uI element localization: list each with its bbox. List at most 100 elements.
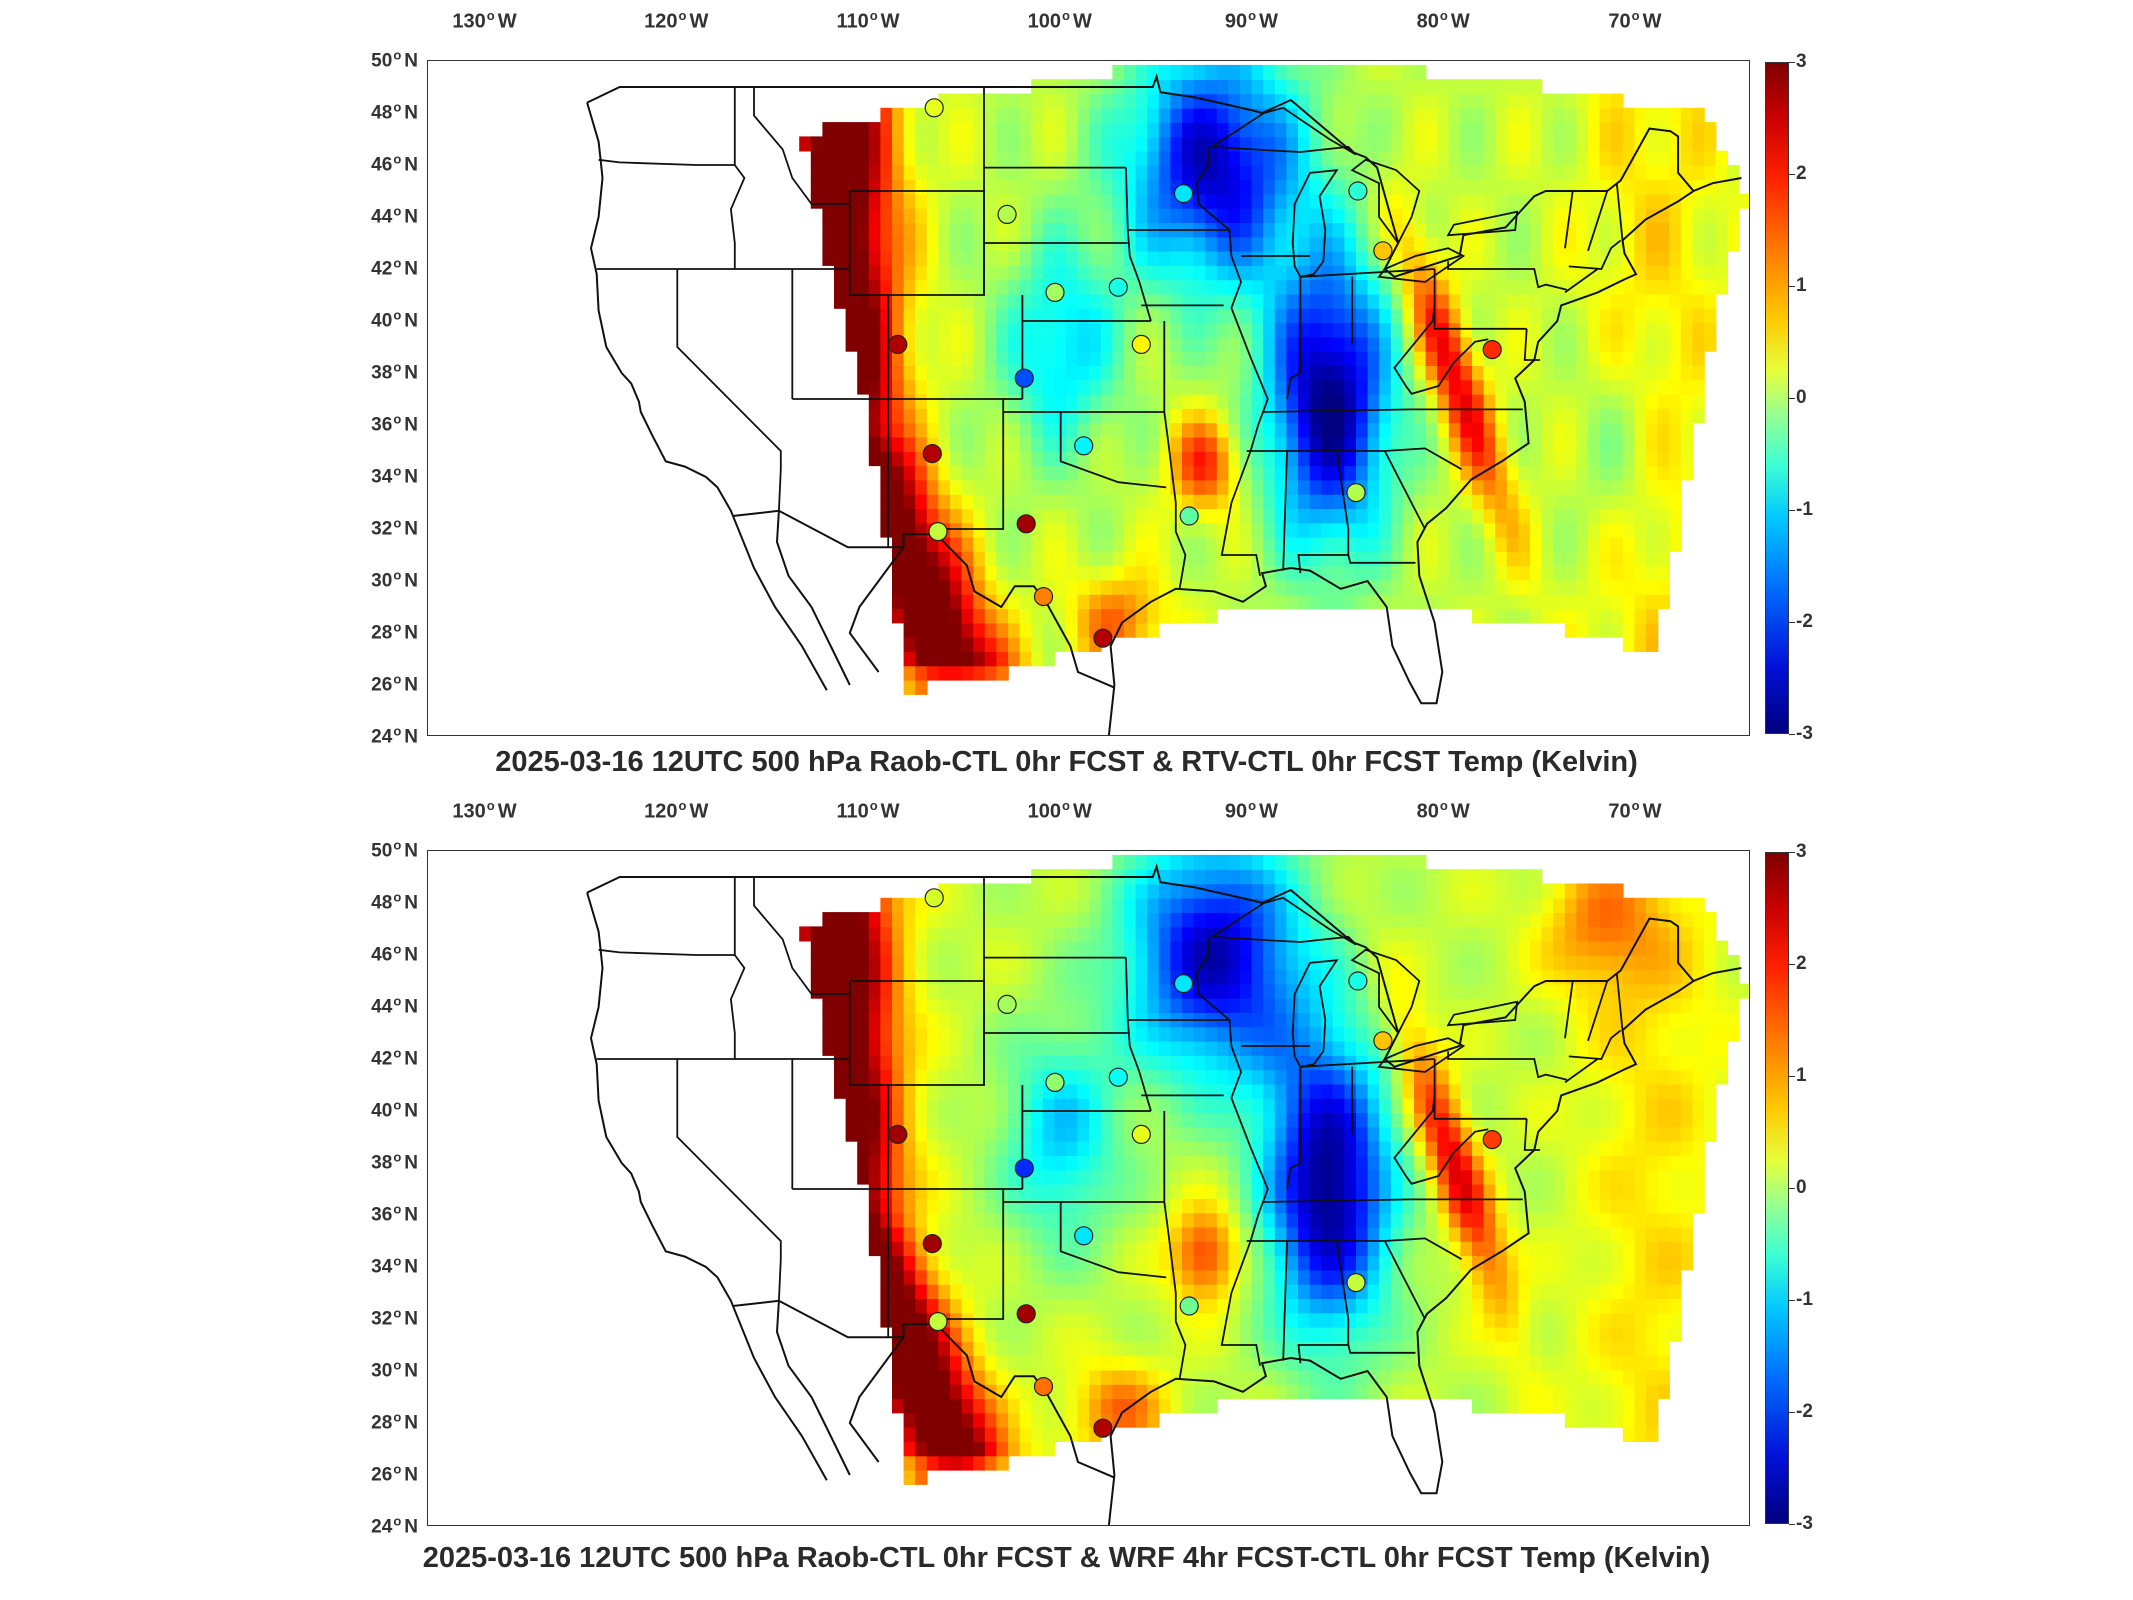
latitude-label: 30o N (330, 567, 418, 592)
lon-deg: 100 (1027, 800, 1061, 823)
station-marker (1179, 506, 1199, 526)
lon-deg: 130 (452, 10, 486, 33)
degree-symbol: o (393, 837, 402, 853)
map-area-wrf (427, 850, 1750, 1526)
lat-deg: 36 (371, 1204, 393, 1226)
degree-symbol: o (393, 47, 402, 63)
temperature-difference-map (586, 854, 1749, 1525)
station-marker (1074, 436, 1094, 456)
lon-deg: 80 (1416, 10, 1439, 33)
longitude-label: 90o W (1225, 798, 1278, 824)
colorbar-tick-label: -2 (1796, 611, 1813, 632)
latitude-label: 32o N (330, 1305, 418, 1330)
lat-deg: 26 (371, 674, 393, 696)
degree-symbol: o (393, 1305, 402, 1321)
lon-hemi: W (1072, 800, 1092, 823)
latitude-label: 48o N (330, 99, 418, 124)
degree-symbol: o (393, 1097, 402, 1113)
map-area-rtv (427, 60, 1750, 736)
lat-hemi: N (404, 102, 418, 124)
station-marker (888, 334, 908, 354)
lon-deg: 70 (1608, 800, 1631, 823)
lat-hemi: N (404, 310, 418, 332)
lat-hemi: N (404, 840, 418, 862)
colorbar-tick-mark (1789, 286, 1795, 287)
colorbar-tick-mark (1789, 510, 1795, 511)
lat-hemi: N (404, 570, 418, 592)
raob-stations (888, 888, 1502, 1438)
lat-deg: 38 (371, 362, 393, 384)
latitude-label: 30o N (330, 1357, 418, 1382)
degree-symbol: o (1248, 798, 1257, 813)
lat-hemi: N (404, 466, 418, 488)
lat-deg: 44 (371, 996, 393, 1018)
colorbar-tick-mark (1789, 1188, 1795, 1189)
longitude-label: 80o W (1417, 798, 1470, 824)
lat-hemi: N (404, 154, 418, 176)
station-marker (1016, 514, 1036, 534)
station-marker (1348, 971, 1368, 991)
latitude-label: 38o N (330, 1149, 418, 1174)
lat-deg: 26 (371, 1464, 393, 1486)
latitude-label: 42o N (330, 1045, 418, 1070)
colorbar-tick-label: 2 (1796, 163, 1807, 184)
colorbar-tick-mark (1789, 398, 1795, 399)
latitude-label: 48o N (330, 889, 418, 914)
lat-deg: 24 (371, 726, 393, 748)
latitude-label: 38o N (330, 359, 418, 384)
lat-hemi: N (404, 892, 418, 914)
lon-hemi: W (880, 800, 900, 823)
colorbar-tick-label: 0 (1796, 387, 1807, 408)
degree-symbol: o (393, 255, 402, 271)
degree-symbol: o (1439, 798, 1448, 813)
lat-deg: 28 (371, 622, 393, 644)
latitude-label: 44o N (330, 203, 418, 228)
colorbar-tick-label: 2 (1796, 953, 1807, 974)
degree-symbol: o (393, 151, 402, 167)
lon-hemi: W (1642, 10, 1662, 33)
degree-symbol: o (393, 359, 402, 375)
colorbar-tick-mark (1789, 964, 1795, 965)
colorbar-tick-label: 0 (1796, 1177, 1807, 1198)
temperature-difference-map (586, 64, 1749, 735)
lon-deg: 90 (1224, 10, 1248, 33)
lat-deg: 42 (371, 258, 393, 280)
degree-symbol: o (869, 8, 878, 23)
longitude-label: 80o W (1417, 8, 1470, 34)
colorbar-tick-mark (1789, 1412, 1795, 1413)
degree-symbol: o (393, 941, 402, 957)
lat-hemi: N (404, 1360, 418, 1382)
degree-symbol: o (1631, 798, 1640, 813)
lon-hemi: W (1259, 10, 1279, 33)
lon-hemi: W (1072, 10, 1092, 33)
latitude-label: 28o N (330, 1409, 418, 1434)
lat-deg: 34 (371, 1256, 393, 1278)
lat-hemi: N (404, 1516, 418, 1538)
latitude-label: 26o N (330, 671, 418, 696)
degree-symbol: o (393, 411, 402, 427)
latitude-label: 34o N (330, 463, 418, 488)
lat-deg: 46 (371, 154, 393, 176)
lon-hemi: W (497, 800, 517, 823)
longitude-label: 100o W (1028, 798, 1092, 824)
station-marker (922, 1234, 942, 1254)
degree-symbol: o (393, 307, 402, 323)
lat-hemi: N (404, 1048, 418, 1070)
degree-symbol: o (393, 203, 402, 219)
station-marker (1373, 1031, 1393, 1051)
colorbar-tick-mark (1789, 1300, 1795, 1301)
station-marker (922, 444, 942, 464)
station-marker (1179, 1296, 1199, 1316)
longitude-label: 120o W (644, 798, 708, 824)
station-marker (1482, 1130, 1502, 1150)
degree-symbol: o (393, 567, 402, 583)
degree-symbol: o (393, 515, 402, 531)
degree-symbol: o (1248, 8, 1257, 23)
station-marker (1033, 1376, 1054, 1397)
station-marker (928, 1312, 948, 1332)
station-marker (1016, 1304, 1036, 1324)
lat-deg: 42 (371, 1048, 393, 1070)
degree-symbol: o (1062, 798, 1070, 813)
lon-hemi: W (1450, 800, 1470, 823)
lat-hemi: N (404, 50, 418, 72)
